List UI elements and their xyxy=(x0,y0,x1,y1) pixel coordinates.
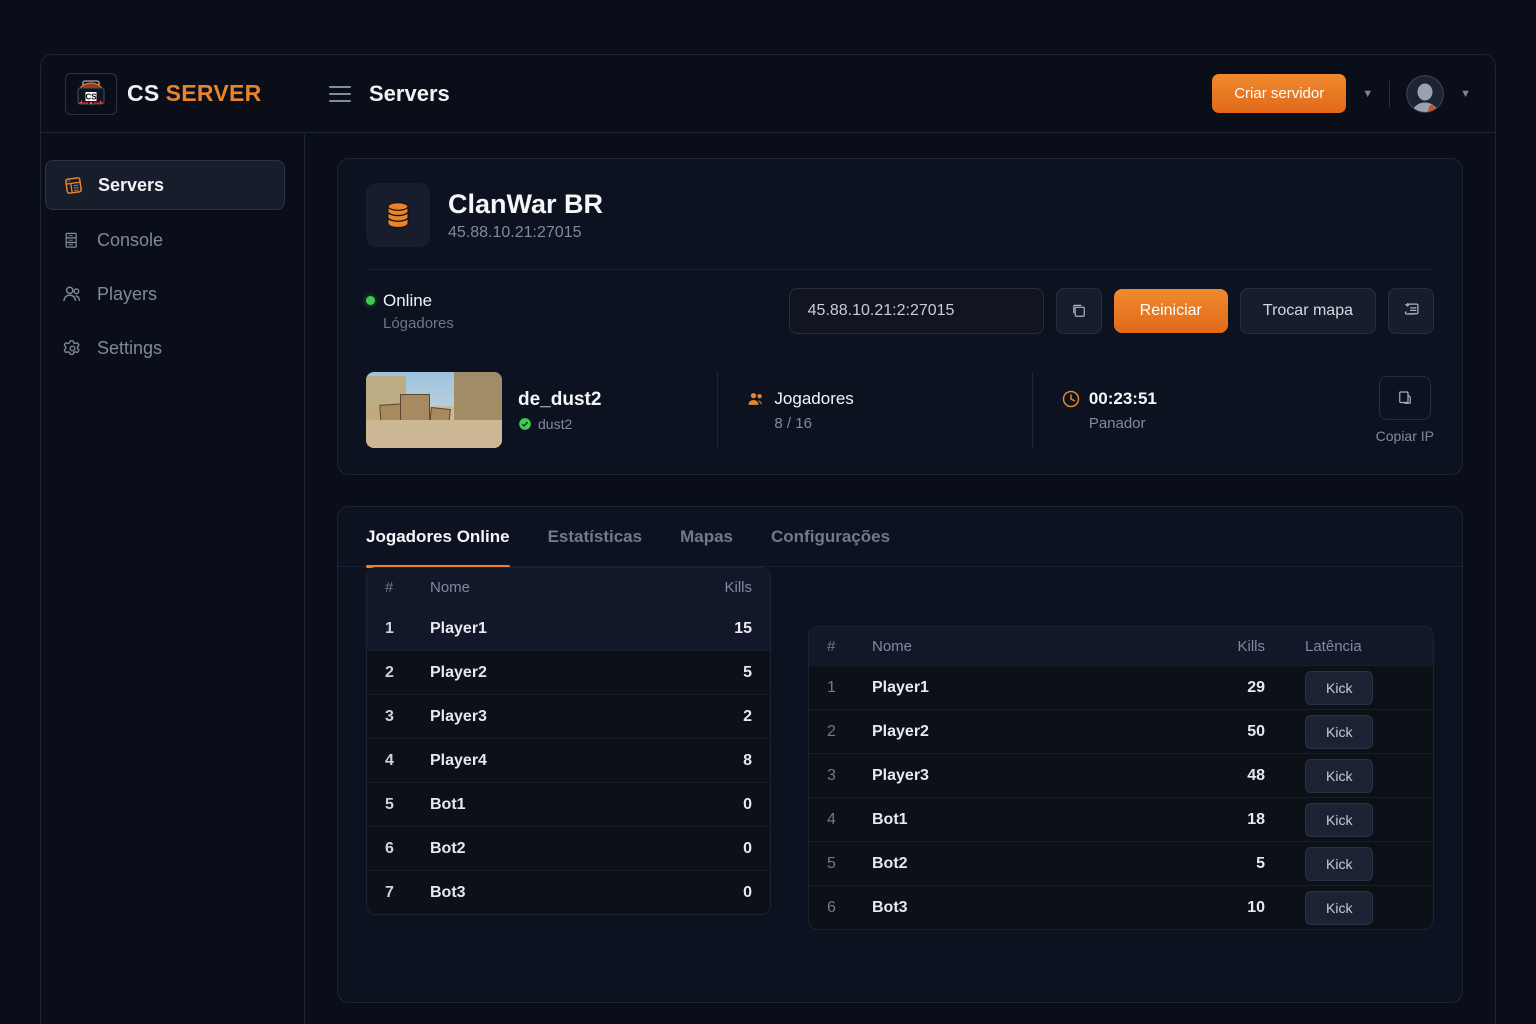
svg-text:CS: CS xyxy=(85,92,97,101)
